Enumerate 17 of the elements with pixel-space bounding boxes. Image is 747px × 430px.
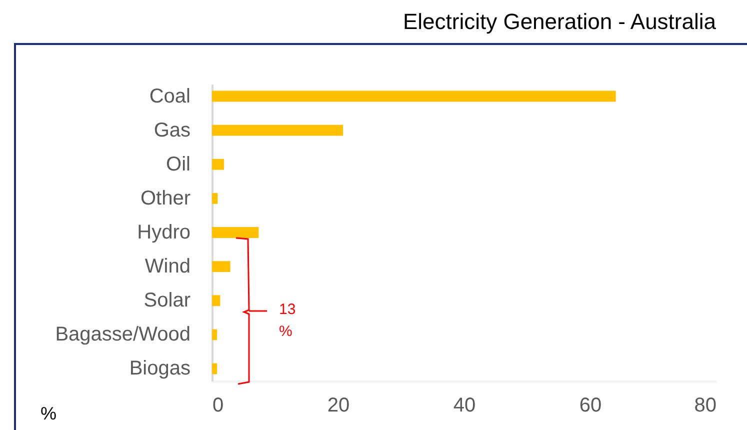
x-tick-label: 0 [212,394,224,416]
y-tick-label: Bagasse/Wood [55,324,190,346]
chart-title: Electricity Generation - Australia [402,9,717,34]
x-tick-label: 80 [694,394,716,416]
y-tick-label: Wind [144,256,190,278]
x-tick-label: 60 [579,394,602,416]
y-tick-label: Solar [144,290,191,312]
x-tick-label: 20 [327,394,350,416]
y-tick-label: Gas [154,119,190,142]
x-axis-title: % [40,404,57,424]
x-tick-label: 40 [453,394,476,416]
y-tick-label: Other [140,187,191,210]
y-tick-label: Coal [149,85,190,108]
y-tick-label: Hydro [137,222,190,244]
y-tick-label: Oil [166,153,190,176]
annotation: 13 % [279,301,296,340]
y-tick-label: Biogas [129,358,190,380]
